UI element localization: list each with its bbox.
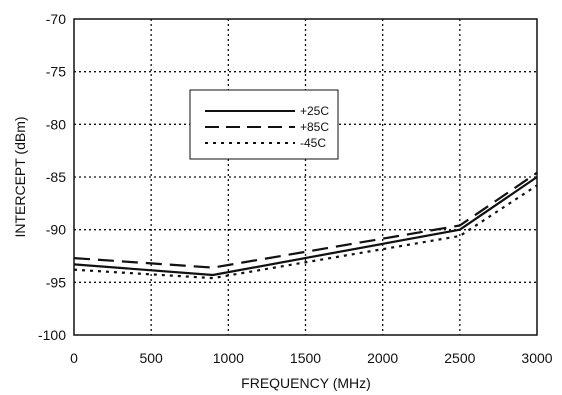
- y-tick-label: -70: [46, 11, 66, 27]
- y-axis-title: INTERCEPT (dBm): [12, 116, 28, 237]
- legend-label-neg45c: -45C: [300, 136, 326, 150]
- series-line-plusminus-85c: [73, 171, 538, 269]
- y-tick-label: -85: [46, 169, 66, 185]
- series-line-plusminus-25c: [73, 176, 538, 277]
- series-line-minus-45c: [73, 184, 538, 280]
- legend-label-85c: +85C: [300, 120, 329, 134]
- x-tick-label: 1000: [213, 350, 244, 366]
- x-axis-ticks: 0 500 1000 1500 2000 2500 3000: [70, 350, 553, 366]
- y-tick-label: -75: [46, 64, 66, 80]
- x-tick-label: 500: [139, 350, 163, 366]
- y-tick-label: -100: [38, 327, 66, 343]
- y-tick-label: -95: [46, 274, 66, 290]
- x-tick-label: 3000: [521, 350, 552, 366]
- gridlines: [74, 19, 537, 335]
- legend-box: [189, 89, 339, 160]
- y-tick-label: -90: [46, 222, 66, 238]
- legend: +25C +85C -45C: [189, 89, 339, 160]
- x-tick-label: 2000: [367, 350, 398, 366]
- y-axis-ticks: -100 -95 -90 -85 -80 -75 -70: [38, 11, 66, 343]
- y-tick-label: -80: [46, 116, 66, 132]
- x-tick-label: 0: [70, 350, 78, 366]
- x-tick-label: 2500: [444, 350, 475, 366]
- x-tick-label: 1500: [290, 350, 321, 366]
- x-axis-title: FREQUENCY (MHz): [241, 375, 371, 391]
- series-layer: [73, 171, 538, 280]
- legend-label-25c: +25C: [300, 104, 329, 118]
